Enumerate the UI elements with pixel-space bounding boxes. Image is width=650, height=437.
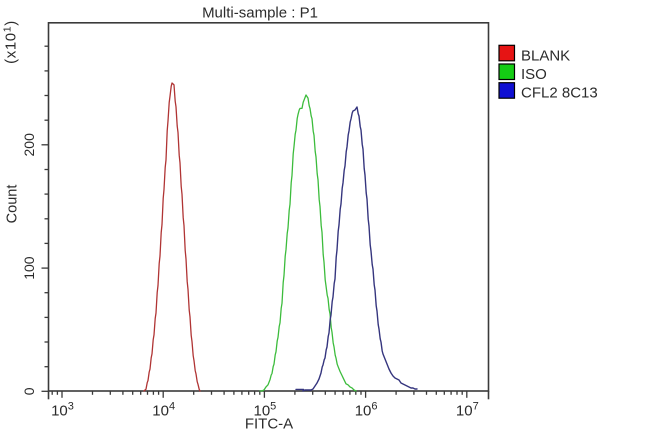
svg-text:ISO: ISO: [521, 66, 547, 83]
svg-text:CFL2 8C13: CFL2 8C13: [521, 85, 598, 102]
svg-text:Count: Count: [5, 185, 21, 224]
svg-text:BLANK: BLANK: [521, 47, 570, 64]
svg-text:200: 200: [21, 133, 37, 157]
svg-text:100: 100: [21, 256, 37, 280]
svg-text:FITC-A: FITC-A: [245, 416, 293, 433]
svg-text:Multi-sample : P1: Multi-sample : P1: [202, 4, 318, 21]
svg-text:0: 0: [21, 387, 37, 395]
svg-text:(x101): (x101): [2, 20, 20, 64]
